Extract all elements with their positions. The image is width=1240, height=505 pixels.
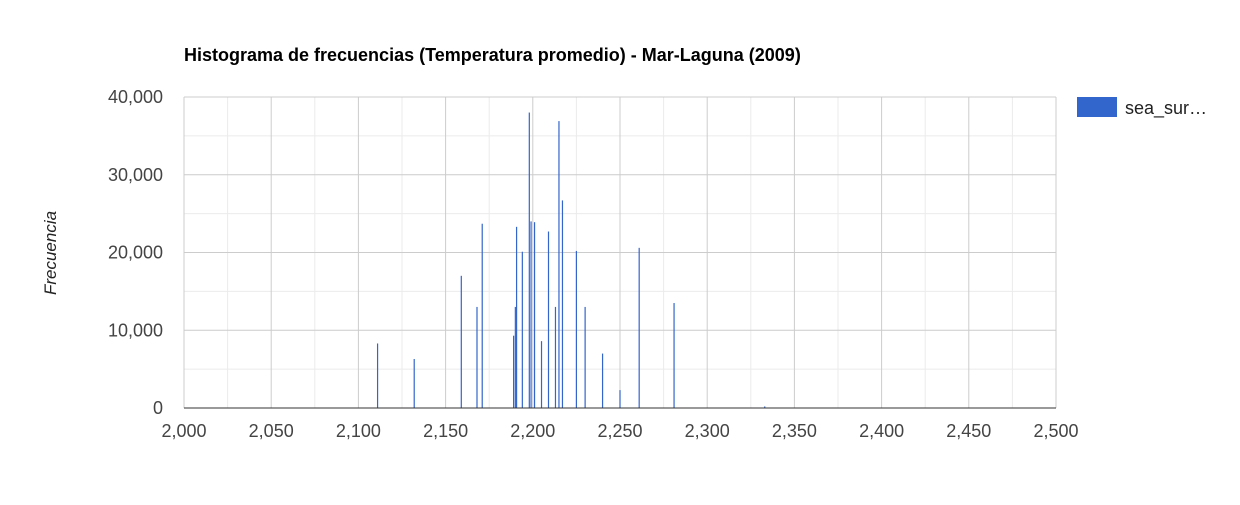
histogram-bar[interactable]: [547, 231, 550, 408]
y-axis-title: Frecuencia: [41, 211, 60, 295]
histogram-bar[interactable]: [481, 223, 483, 408]
histogram-bar[interactable]: [638, 247, 640, 408]
histogram-bar[interactable]: [460, 275, 462, 408]
histogram-bar[interactable]: [528, 112, 530, 409]
histogram-bar[interactable]: [376, 343, 379, 408]
histogram-bar[interactable]: [530, 221, 532, 408]
histogram-bar[interactable]: [575, 250, 577, 408]
x-tick-label: 2,500: [1033, 421, 1078, 441]
legend-label: sea_sur…: [1125, 98, 1207, 119]
x-tick-label: 2,200: [510, 421, 555, 441]
x-axis-tick-labels: 2,000 2,050 2,100 2,150 2,200 2,250 2,300 2,350…: [161, 421, 1078, 441]
histogram-bar[interactable]: [540, 341, 543, 408]
x-tick-label: 2,400: [859, 421, 904, 441]
histogram-bar[interactable]: [521, 251, 523, 408]
x-tick-label: 2,450: [946, 421, 991, 441]
major-gridlines: [183, 96, 1057, 409]
histogram-bar[interactable]: [513, 335, 515, 408]
histogram-bar[interactable]: [514, 306, 516, 408]
histogram-bar[interactable]: [515, 226, 518, 408]
histogram-bar[interactable]: [413, 359, 415, 408]
histogram-bar[interactable]: [619, 390, 621, 408]
histogram-bar[interactable]: [533, 222, 536, 408]
histogram-bar[interactable]: [558, 121, 560, 408]
chart-title: Histograma de frecuencias (Temperatura p…: [184, 45, 801, 65]
histogram-bar[interactable]: [601, 353, 604, 408]
y-axis-tick-labels: 0 10,000 20,000 30,000 40,000: [108, 87, 163, 418]
y-tick-label: 40,000: [108, 87, 163, 107]
histogram-bars: [376, 112, 766, 409]
histogram-bar[interactable]: [584, 306, 586, 408]
histogram-bar[interactable]: [561, 200, 564, 408]
histogram-bar[interactable]: [673, 303, 675, 408]
x-tick-label: 2,100: [336, 421, 381, 441]
x-tick-label: 2,000: [161, 421, 206, 441]
histogram-bar[interactable]: [764, 406, 766, 408]
y-tick-label: 10,000: [108, 320, 163, 340]
histogram-bar[interactable]: [476, 306, 478, 408]
x-tick-label: 2,150: [423, 421, 468, 441]
y-tick-label: 20,000: [108, 243, 163, 263]
x-tick-label: 2,350: [772, 421, 817, 441]
y-tick-label: 0: [153, 398, 163, 418]
legend[interactable]: sea_sur…: [1077, 97, 1207, 119]
x-tick-label: 2,250: [597, 421, 642, 441]
legend-swatch: [1077, 97, 1117, 117]
x-tick-label: 2,050: [249, 421, 294, 441]
histogram-bar[interactable]: [554, 306, 557, 408]
x-tick-label: 2,300: [685, 421, 730, 441]
y-tick-label: 30,000: [108, 165, 163, 185]
